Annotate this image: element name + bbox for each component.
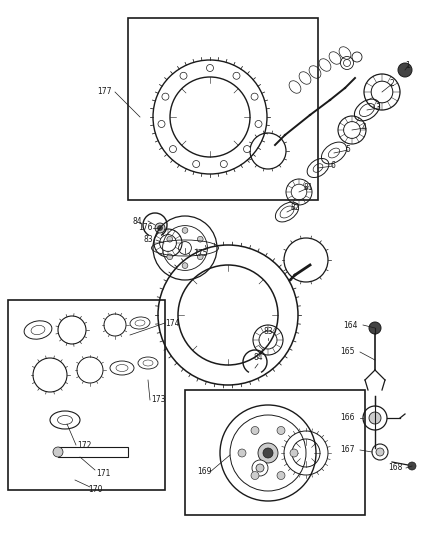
Circle shape [155,223,165,233]
Circle shape [277,472,285,480]
Circle shape [244,146,251,152]
Text: 5: 5 [346,146,350,155]
Text: 164: 164 [343,320,358,329]
Circle shape [258,443,278,463]
Circle shape [180,72,187,79]
Circle shape [220,160,227,167]
Text: 177: 177 [97,87,111,96]
Text: 173: 173 [151,395,165,405]
Text: 84: 84 [132,216,142,225]
Text: 83: 83 [143,236,153,245]
Circle shape [263,448,273,458]
Circle shape [376,448,384,456]
Circle shape [256,464,264,472]
Circle shape [167,236,173,242]
Circle shape [158,120,165,127]
Text: 4: 4 [361,124,367,133]
Circle shape [233,72,240,79]
Text: 169: 169 [197,467,211,477]
Text: 175: 175 [193,248,207,257]
Text: 172: 172 [77,440,91,449]
Bar [128,18,318,200]
Circle shape [193,160,200,167]
Circle shape [255,120,262,127]
Text: 3: 3 [375,103,381,112]
Circle shape [369,322,381,334]
Circle shape [251,472,259,480]
Bar [8,300,165,490]
Circle shape [252,460,268,476]
Text: 167: 167 [340,446,355,455]
Circle shape [369,412,381,424]
Text: 171: 171 [96,469,110,478]
Circle shape [206,64,213,71]
Circle shape [398,63,412,77]
Circle shape [198,236,203,242]
Circle shape [408,462,416,470]
Circle shape [162,93,169,100]
Text: 168: 168 [388,464,402,472]
Text: 1: 1 [406,61,410,70]
Circle shape [290,449,298,457]
Circle shape [198,254,203,260]
Circle shape [182,263,188,269]
Circle shape [53,447,63,457]
Text: 82: 82 [290,204,300,213]
Text: 81: 81 [303,183,313,192]
Text: 84: 84 [253,353,263,362]
Bar [185,390,365,515]
Text: 165: 165 [340,348,355,357]
Text: 83: 83 [263,327,273,336]
Text: 6: 6 [331,161,336,171]
Circle shape [167,254,173,260]
Text: 176: 176 [138,223,152,232]
Text: 174: 174 [165,319,179,327]
Bar [58,447,128,457]
Circle shape [170,146,177,152]
Circle shape [251,426,259,434]
Text: 170: 170 [88,486,102,495]
Text: 166: 166 [340,414,355,423]
Circle shape [251,93,258,100]
Circle shape [238,449,246,457]
Circle shape [277,426,285,434]
Circle shape [182,228,188,233]
Circle shape [158,225,162,230]
Text: 2: 2 [390,79,394,88]
